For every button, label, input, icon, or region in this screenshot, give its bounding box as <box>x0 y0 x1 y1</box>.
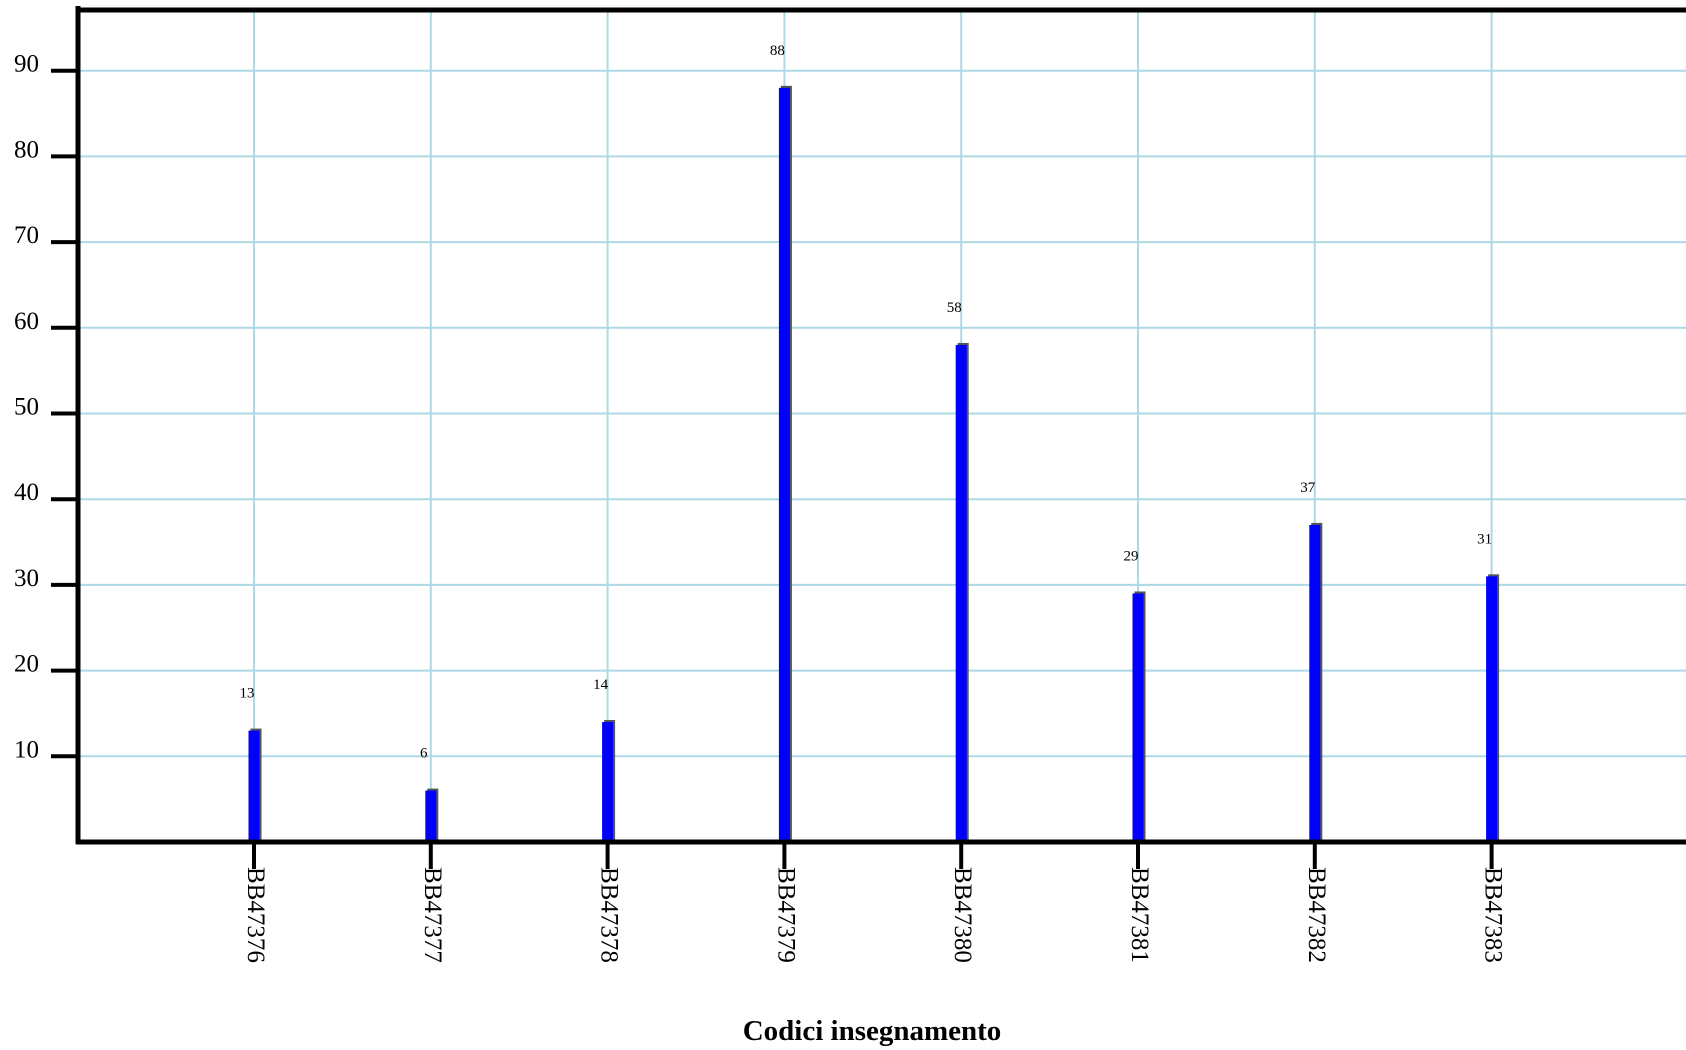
bar <box>955 344 967 842</box>
x-axis-title: Codici insegnamento <box>743 1015 1002 1047</box>
x-tick-label: BB47376 <box>242 867 269 963</box>
y-tick-label: 50 <box>14 394 39 421</box>
y-tick-label: 30 <box>14 565 39 592</box>
bars <box>248 85 1500 843</box>
y-tick-label: 20 <box>14 651 39 678</box>
bar <box>425 790 437 842</box>
bar <box>778 87 790 843</box>
data-label: 58 <box>947 300 962 316</box>
x-tick-label: BB47378 <box>596 867 623 963</box>
y-tick-label: 60 <box>14 308 39 335</box>
x-tick-label: BB47379 <box>772 867 799 963</box>
data-label: 31 <box>1477 531 1492 547</box>
bar <box>248 730 260 842</box>
bar <box>602 722 614 842</box>
x-tick-label: BB47382 <box>1303 867 1330 963</box>
bar <box>1486 576 1498 842</box>
x-tick-label: BB47377 <box>419 867 446 963</box>
data-label: 37 <box>1300 480 1316 496</box>
y-tick-label: 40 <box>14 479 39 506</box>
y-tick-label: 70 <box>14 222 39 249</box>
axes <box>51 6 1686 869</box>
grid <box>78 10 1686 842</box>
y-tick-label: 90 <box>14 51 39 78</box>
labels: 10 20 30 40 50 60 70 80 90 13 BB47376 6 BB47377 14 BB4… <box>14 43 1507 963</box>
bar <box>1309 524 1321 842</box>
bar <box>1132 593 1144 842</box>
x-tick-label: BB47380 <box>949 867 976 963</box>
y-tick-label: 80 <box>14 136 39 163</box>
data-label: 13 <box>240 686 255 702</box>
data-label: 29 <box>1124 548 1139 564</box>
data-label: 6 <box>420 746 428 762</box>
y-tick-label: 10 <box>14 736 39 763</box>
x-tick-label: BB47381 <box>1126 867 1153 963</box>
data-label: 88 <box>770 43 785 59</box>
x-tick-label: BB47383 <box>1480 867 1507 963</box>
data-label: 14 <box>593 677 609 693</box>
